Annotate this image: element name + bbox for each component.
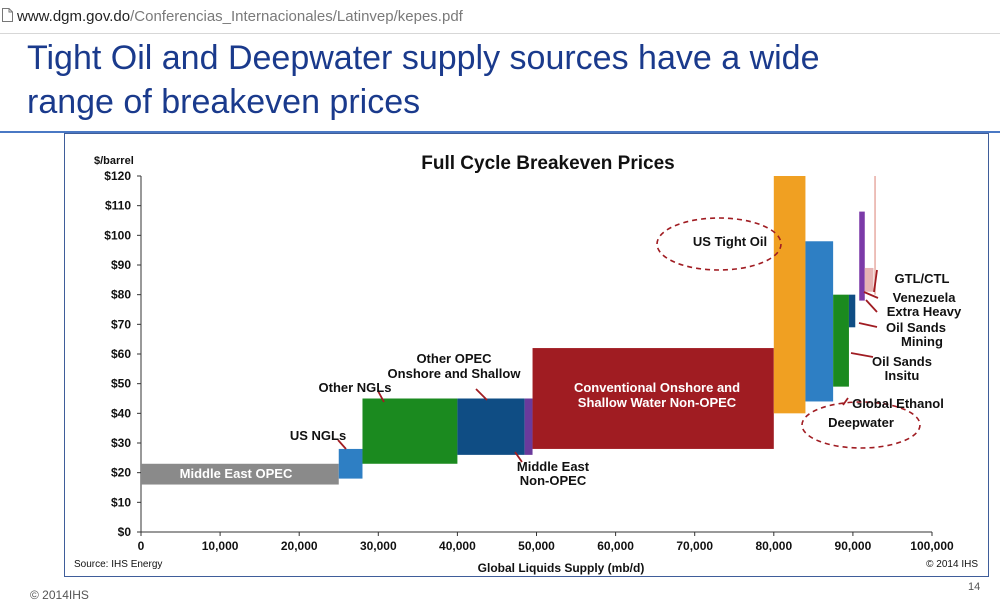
y-tick-label: $90 bbox=[111, 258, 131, 272]
y-tick-label: $60 bbox=[111, 347, 131, 361]
label-global-ethanol: Global Ethanol bbox=[852, 396, 944, 411]
block-oil-sands-mining bbox=[848, 294, 856, 328]
label-other-ngls: Other NGLs bbox=[319, 380, 392, 395]
y-tick-label: $10 bbox=[111, 495, 131, 509]
block-deepwater bbox=[805, 241, 834, 402]
label-middle-east-nonopec-2: Non-OPEC bbox=[520, 473, 587, 488]
slide-title-line2: range of breakeven prices bbox=[27, 83, 421, 121]
page-number: 14 bbox=[968, 581, 981, 593]
block-gtl-ctl bbox=[864, 267, 874, 292]
block-conventional-onshore-and-shallow-water-non-opec bbox=[532, 348, 774, 449]
deepwater-callout bbox=[801, 401, 921, 449]
x-tick-label: 0 bbox=[138, 539, 145, 553]
label-conventional-2: Shallow Water Non-OPEC bbox=[578, 395, 737, 410]
x-tick-label: 60,000 bbox=[597, 539, 634, 553]
supply-blocks bbox=[141, 176, 876, 485]
footer-copyright: © 2014IHS bbox=[30, 588, 89, 602]
url-text[interactable]: www.dgm.gov.do/Conferencias_Internaciona… bbox=[17, 8, 463, 25]
chart-source: Source: IHS Energy bbox=[74, 559, 162, 570]
x-tick-label: 70,000 bbox=[676, 539, 713, 553]
y-tick-label: $120 bbox=[104, 169, 131, 183]
y-tick-label: $70 bbox=[111, 317, 131, 331]
us-tight-oil-callout bbox=[656, 217, 782, 271]
label-middle-east-nonopec-1: Middle East bbox=[517, 459, 590, 474]
y-tick-label: $0 bbox=[118, 525, 132, 539]
address-bar[interactable]: www.dgm.gov.do/Conferencias_Internaciona… bbox=[0, 0, 1000, 34]
label-conventional-1: Conventional Onshore and bbox=[574, 380, 740, 395]
label-oil-sands-mining-2: Mining bbox=[901, 334, 943, 349]
block-middle-east-non-opec bbox=[524, 398, 533, 455]
block-us-ngls bbox=[338, 448, 363, 479]
block-other-ngls bbox=[362, 398, 458, 464]
page-icon bbox=[2, 8, 13, 22]
label-venezuela-1: Venezuela bbox=[893, 290, 957, 305]
y-tick-label: $50 bbox=[111, 377, 131, 391]
y-tick-label: $110 bbox=[105, 199, 131, 213]
label-us-ngls: US NGLs bbox=[290, 428, 346, 443]
title-divider bbox=[0, 131, 1000, 133]
block-global-ethanol bbox=[874, 176, 876, 295]
url-host: www.dgm.gov.do bbox=[17, 8, 131, 25]
block-other-opec-onshore-and-shallow bbox=[457, 398, 525, 455]
y-tick-label: $80 bbox=[111, 288, 131, 302]
slide-title-line1: Tight Oil and Deepwater supply sources h… bbox=[27, 39, 820, 77]
x-tick-label: 80,000 bbox=[755, 539, 792, 553]
label-other-opec-2: Onshore and Shallow bbox=[388, 366, 522, 381]
chart-title: Full Cycle Breakeven Prices bbox=[421, 153, 674, 174]
leader-lines bbox=[337, 269, 879, 463]
label-gtl-ctl: GTL/CTL bbox=[895, 271, 950, 286]
label-other-opec-1: Other OPEC bbox=[416, 351, 492, 366]
url-path: /Conferencias_Internacionales/Latinvep/k… bbox=[130, 8, 463, 25]
x-tick-label: 20,000 bbox=[281, 539, 318, 553]
label-oil-sands-insitu-2: Insitu bbox=[885, 368, 920, 383]
y-tick-label: $30 bbox=[111, 436, 131, 450]
y-tick-label: $20 bbox=[111, 466, 131, 480]
x-tick-label: 40,000 bbox=[439, 539, 476, 553]
label-oil-sands-insitu-1: Oil Sands bbox=[872, 354, 932, 369]
block-oil-sands-insitu bbox=[833, 294, 849, 387]
x-tick-label: 30,000 bbox=[360, 539, 397, 553]
label-oil-sands-mining-1: Oil Sands bbox=[886, 320, 946, 335]
y-tick-label: $40 bbox=[111, 406, 131, 420]
block-middle-east-opec bbox=[141, 463, 339, 485]
label-venezuela-2: Extra Heavy bbox=[887, 304, 962, 319]
x-tick-label: 100,000 bbox=[910, 539, 954, 553]
block-us-tight-oil bbox=[773, 176, 806, 414]
label-us-tight-oil: US Tight Oil bbox=[693, 234, 767, 249]
label-middle-east-opec: Middle East OPEC bbox=[180, 466, 293, 481]
y-tick-label: $100 bbox=[104, 228, 131, 242]
x-tick-label: 90,000 bbox=[835, 539, 872, 553]
x-tick-label: 50,000 bbox=[518, 539, 555, 553]
x-tick-label: 10,000 bbox=[202, 539, 239, 553]
y-axis-unit: $/barrel bbox=[94, 155, 134, 167]
label-deepwater: Deepwater bbox=[828, 415, 894, 430]
chart-copyright: © 2014 IHS bbox=[926, 559, 978, 570]
slide-title: Tight Oil and Deepwater supply sources h… bbox=[27, 36, 967, 124]
x-axis-title: Global Liquids Supply (mb/d) bbox=[478, 561, 645, 575]
block-venezuela-extra-heavy bbox=[859, 211, 865, 301]
